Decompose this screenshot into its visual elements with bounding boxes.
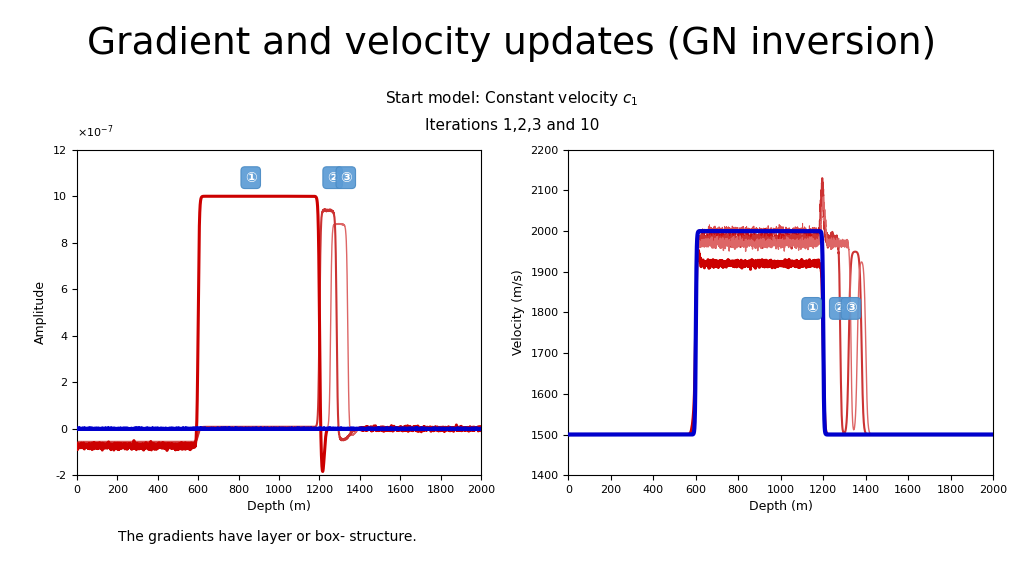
X-axis label: Depth (m): Depth (m): [247, 501, 311, 513]
Text: ③: ③: [845, 301, 857, 316]
Text: The gradients have layer or box- structure.: The gradients have layer or box- structu…: [118, 530, 417, 544]
Text: ①: ①: [806, 301, 817, 316]
Y-axis label: Amplitude: Amplitude: [35, 281, 47, 344]
Y-axis label: Velocity (m/s): Velocity (m/s): [512, 270, 524, 355]
Text: Iterations 1,2,3 and 10: Iterations 1,2,3 and 10: [425, 118, 599, 133]
Text: Start model: Constant velocity $c_1$: Start model: Constant velocity $c_1$: [385, 89, 639, 108]
Text: ①: ①: [245, 170, 257, 185]
Text: ②: ②: [834, 301, 845, 316]
Text: ③: ③: [340, 170, 351, 185]
Text: Gradient and velocity updates (GN inversion): Gradient and velocity updates (GN invers…: [87, 26, 937, 62]
X-axis label: Depth (m): Depth (m): [749, 501, 813, 513]
Text: $\times10^{-7}$: $\times10^{-7}$: [77, 123, 114, 140]
Text: ②: ②: [327, 170, 339, 185]
